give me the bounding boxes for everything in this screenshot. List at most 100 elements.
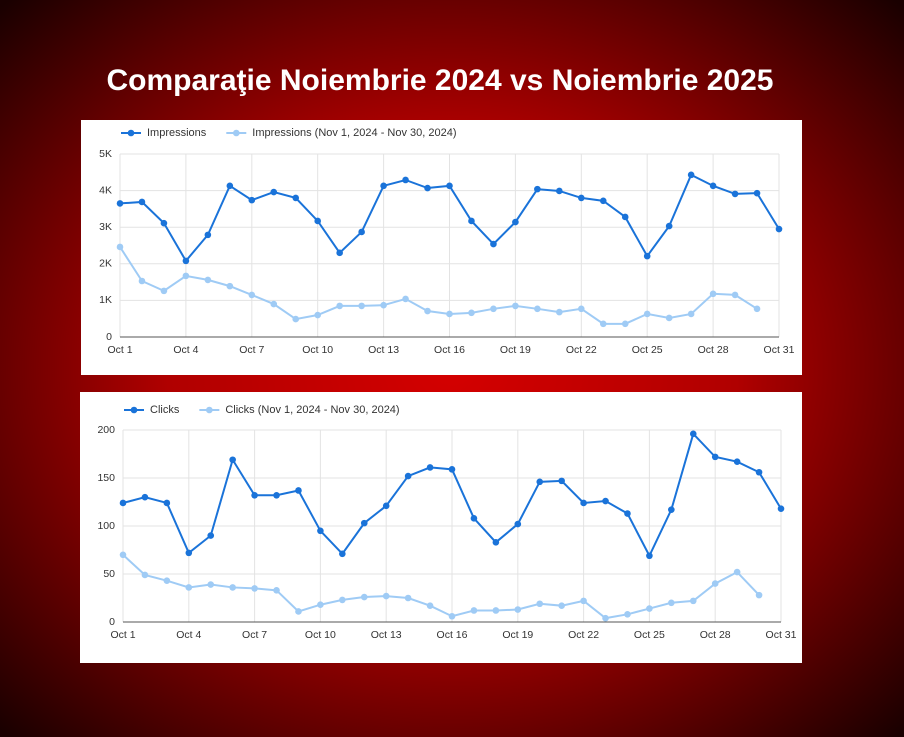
legend-dot: [232, 129, 240, 137]
data-point: [141, 493, 149, 501]
x-tick-label: Oct 4: [173, 344, 198, 356]
data-point: [182, 257, 190, 265]
x-tick-label: Oct 19: [502, 629, 533, 641]
x-tick-label: Oct 7: [242, 629, 267, 641]
data-point: [468, 309, 475, 317]
data-point: [665, 222, 673, 230]
x-tick-label: Oct 31: [764, 344, 795, 356]
data-point: [602, 497, 609, 505]
data-point: [646, 605, 653, 612]
data-point: [138, 198, 146, 206]
y-tick-label: 0: [106, 331, 112, 343]
data-point: [558, 602, 565, 609]
y-tick-label: 2K: [99, 258, 112, 270]
y-tick-label: 200: [97, 424, 115, 436]
data-point: [646, 552, 653, 560]
data-point: [448, 466, 456, 473]
data-point: [777, 505, 785, 513]
x-tick-label: Oct 16: [437, 629, 468, 641]
data-point: [599, 197, 607, 205]
data-point: [424, 184, 431, 192]
legend-label: Impressions (Nov 1, 2024 - Nov 30, 2024): [252, 127, 456, 139]
data-point: [578, 305, 585, 313]
data-point: [689, 430, 697, 438]
x-tick-label: Oct 28: [700, 629, 731, 641]
data-point: [116, 200, 124, 207]
data-point: [119, 551, 127, 559]
data-point: [226, 282, 234, 290]
data-point: [295, 487, 302, 494]
y-tick-label: 3K: [99, 221, 112, 233]
x-tick-label: Oct 1: [107, 344, 132, 356]
data-point: [689, 597, 697, 605]
data-point: [160, 219, 168, 227]
data-point: [204, 276, 212, 284]
data-point: [314, 217, 322, 225]
data-point: [514, 606, 522, 613]
data-point: [643, 252, 651, 260]
data-point: [336, 302, 343, 310]
x-tick-label: Oct 28: [698, 344, 729, 356]
y-tick-label: 5K: [99, 148, 112, 160]
data-point: [207, 581, 215, 588]
data-point: [339, 550, 346, 558]
chart-panel: [80, 392, 802, 663]
series-line: [119, 246, 758, 325]
x-tick-label: Oct 4: [176, 629, 201, 641]
data-point: [295, 608, 302, 615]
data-point: [624, 510, 631, 517]
data-point: [558, 477, 565, 485]
data-point: [643, 310, 651, 318]
data-point: [755, 591, 763, 599]
data-point: [514, 520, 522, 528]
data-point: [273, 491, 280, 499]
data-point: [207, 532, 215, 539]
data-point: [512, 302, 519, 310]
data-point: [317, 527, 324, 535]
data-point: [733, 568, 741, 576]
data-point: [621, 213, 629, 221]
data-point: [204, 231, 212, 239]
data-point: [580, 597, 587, 605]
data-point: [229, 584, 236, 591]
x-tick-label: Oct 22: [568, 629, 599, 641]
data-point: [536, 478, 544, 486]
legend-dot: [206, 406, 213, 414]
x-tick-label: Oct 13: [371, 629, 402, 641]
legend-label: Clicks: [150, 404, 180, 416]
data-point: [448, 612, 456, 620]
data-point: [624, 611, 631, 618]
data-point: [711, 453, 719, 461]
data-point: [185, 549, 193, 557]
data-point: [270, 300, 278, 308]
data-point: [536, 600, 544, 608]
data-point: [731, 190, 739, 198]
data-point: [599, 320, 607, 328]
data-point: [404, 472, 412, 480]
data-point: [248, 196, 256, 204]
data-point: [339, 596, 346, 604]
data-point: [490, 305, 497, 313]
data-point: [402, 176, 409, 184]
data-point: [116, 243, 124, 251]
y-tick-label: 4K: [99, 184, 112, 196]
x-tick-label: Oct 13: [368, 344, 399, 356]
data-point: [426, 464, 434, 471]
data-point: [755, 468, 763, 476]
x-tick-label: Oct 22: [566, 344, 597, 356]
data-point: [119, 499, 127, 507]
data-point: [733, 458, 741, 465]
data-point: [380, 182, 387, 190]
data-point: [358, 302, 365, 310]
data-point: [621, 320, 629, 328]
data-point: [602, 614, 609, 622]
data-point: [534, 305, 541, 313]
data-point: [382, 592, 390, 600]
data-point: [185, 584, 193, 591]
chart-panel: [81, 120, 802, 375]
x-tick-label: Oct 7: [239, 344, 264, 356]
data-point: [534, 185, 541, 193]
data-point: [775, 225, 783, 233]
data-point: [512, 218, 519, 226]
